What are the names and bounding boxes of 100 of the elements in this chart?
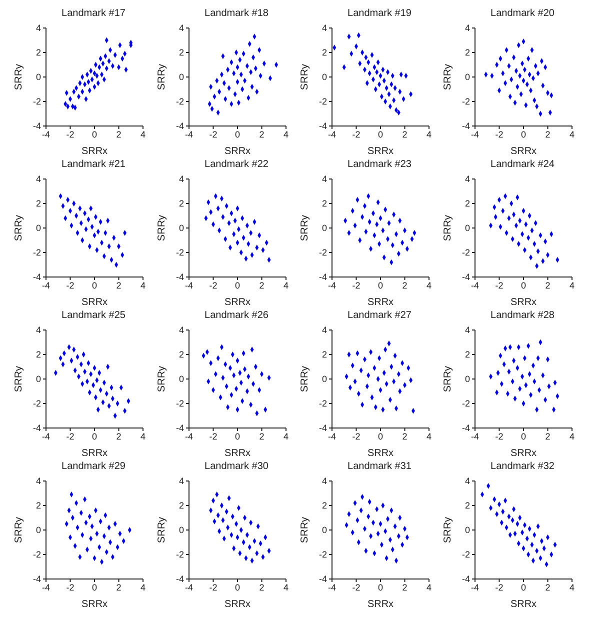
y-tick-label: -4 (462, 121, 470, 132)
x-tick-label: 0 (234, 280, 240, 290)
y-tick-label: 0 (178, 223, 184, 234)
x-tick-label: 4 (426, 129, 432, 140)
y-tick-label: 4 (464, 476, 470, 486)
x-tick-label: -2 (66, 431, 74, 442)
x-tick-label: 4 (569, 129, 575, 140)
x-tick-label: 4 (426, 280, 432, 290)
x-tick-label: 2 (402, 129, 408, 140)
y-tick-label: 4 (36, 325, 41, 336)
x-tick-label: 2 (545, 582, 550, 592)
x-tick-label: 2 (545, 129, 550, 140)
x-tick-label: -2 (209, 582, 218, 592)
x-axis-title: SRRx (367, 448, 394, 459)
y-tick-label: -2 (32, 248, 41, 258)
y-tick-label: -4 (318, 272, 327, 282)
x-tick-label: 0 (520, 129, 526, 140)
x-axis-title: SRRx (367, 599, 394, 610)
y-tick-label: 4 (322, 23, 327, 34)
y-tick-label: -4 (318, 121, 327, 132)
y-tick-label: 4 (178, 23, 184, 34)
x-tick-label: -2 (495, 431, 504, 442)
y-tick-label: 0 (464, 374, 470, 384)
chart-title: Landmark #32 (490, 461, 556, 474)
x-tick-label: 4 (426, 582, 432, 592)
y-tick-label: 2 (36, 48, 41, 58)
y-tick-label: -4 (462, 272, 470, 282)
y-tick-label: -2 (176, 96, 184, 107)
x-tick-label: 2 (259, 431, 264, 442)
x-tick-label: 0 (520, 431, 526, 442)
y-tick-label: 0 (178, 374, 184, 384)
y-tick-label: -4 (176, 574, 184, 584)
x-tick-label: -2 (352, 431, 360, 442)
y-tick-label: 2 (464, 198, 470, 209)
y-tick-label: 2 (36, 500, 41, 511)
y-tick-label: 0 (178, 525, 184, 536)
y-tick-label: 0 (322, 525, 327, 536)
x-tick-label: 4 (140, 129, 146, 140)
chart-title: Landmark #23 (346, 159, 412, 172)
y-axis-title: SRRy (156, 214, 168, 242)
y-tick-label: -2 (32, 398, 41, 409)
x-tick-label: 0 (92, 280, 98, 290)
x-tick-label: 0 (92, 431, 98, 442)
chart-title: Landmark #20 (490, 8, 556, 21)
x-tick-label: 2 (116, 129, 122, 140)
y-axis-title: SRRy (442, 516, 454, 544)
chart-title: Landmark #19 (346, 8, 412, 21)
y-tick-label: 4 (178, 174, 184, 184)
y-tick-label: 4 (322, 174, 327, 184)
x-tick-label: 4 (569, 431, 575, 442)
x-tick-label: 0 (378, 582, 384, 592)
x-tick-label: 4 (426, 431, 432, 442)
x-tick-label: 4 (140, 582, 146, 592)
y-tick-label: 2 (178, 48, 184, 58)
chart-title: Landmark #21 (60, 159, 126, 172)
y-tick-label: 0 (36, 223, 41, 234)
x-tick-label: 0 (378, 129, 384, 140)
y-tick-label: 0 (36, 374, 41, 384)
y-tick-label: 0 (322, 374, 327, 384)
y-axis-title: SRRy (14, 366, 25, 392)
x-axis-title: SRRx (81, 599, 108, 610)
x-tick-label: 2 (116, 431, 122, 442)
y-axis-title: SRRy (300, 516, 311, 544)
y-tick-label: 2 (178, 500, 184, 511)
x-axis-title: SRRx (367, 297, 394, 308)
y-tick-label: 4 (464, 23, 470, 34)
y-tick-label: -2 (32, 96, 41, 107)
x-axis-title: SRRx (81, 297, 108, 308)
y-axis-title: SRRy (442, 366, 454, 392)
y-axis-title: SRRy (14, 64, 25, 90)
x-tick-label: -2 (209, 129, 218, 140)
x-tick-label: 4 (283, 280, 289, 290)
y-tick-label: 0 (36, 72, 41, 82)
chart-title: Landmark #26 (204, 310, 270, 323)
chart-title: Landmark #31 (346, 461, 412, 474)
y-tick-label: 0 (464, 525, 470, 536)
y-axis-title: SRRy (156, 516, 168, 544)
chart-title: Landmark #22 (204, 159, 270, 172)
y-tick-label: 0 (464, 72, 470, 82)
y-tick-label: -4 (32, 423, 41, 434)
x-tick-label: 0 (520, 280, 526, 290)
y-tick-label: -2 (318, 248, 327, 258)
y-tick-label: 4 (464, 174, 470, 184)
x-axis-title: SRRx (224, 448, 251, 459)
y-tick-label: -4 (462, 574, 470, 584)
x-tick-label: 0 (234, 431, 240, 442)
x-tick-label: 2 (259, 280, 264, 290)
y-tick-label: -2 (176, 248, 184, 258)
x-tick-label: 4 (140, 431, 146, 442)
x-tick-label: 2 (116, 280, 122, 290)
y-axis-title: SRRy (300, 64, 311, 90)
x-axis-title: SRRx (367, 146, 394, 157)
x-tick-label: 4 (283, 129, 289, 140)
y-tick-label: -4 (176, 423, 184, 434)
y-tick-label: -2 (462, 96, 470, 107)
x-axis-title: SRRx (510, 448, 537, 459)
x-axis-title: SRRx (224, 297, 251, 308)
y-tick-label: 2 (36, 350, 41, 360)
y-tick-label: 2 (322, 500, 327, 511)
x-tick-label: 2 (116, 582, 122, 592)
